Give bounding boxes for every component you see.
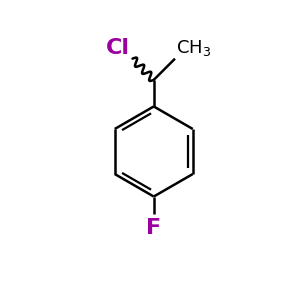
Text: CH$_3$: CH$_3$ bbox=[176, 38, 212, 58]
Text: Cl: Cl bbox=[106, 38, 130, 58]
Text: F: F bbox=[146, 218, 161, 238]
